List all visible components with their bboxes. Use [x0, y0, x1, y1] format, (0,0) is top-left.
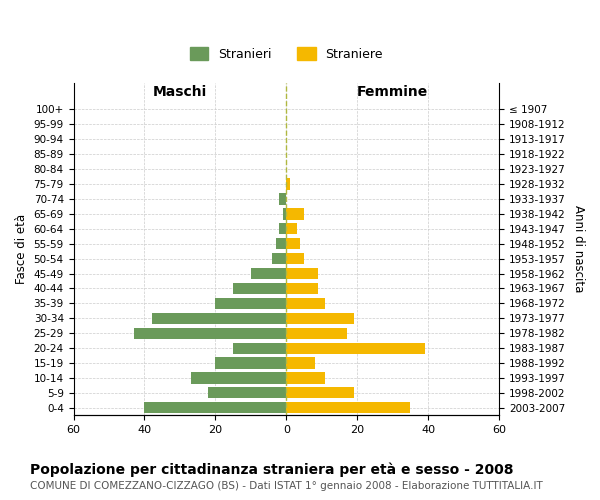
- Bar: [134, 328, 286, 339]
- Bar: [283, 208, 286, 220]
- Y-axis label: Fasce di età: Fasce di età: [15, 214, 28, 284]
- Bar: [286, 268, 318, 279]
- Text: COMUNE DI COMEZZANO-CIZZAGO (BS) - Dati ISTAT 1° gennaio 2008 - Elaborazione TUT: COMUNE DI COMEZZANO-CIZZAGO (BS) - Dati …: [30, 481, 543, 491]
- Bar: [233, 342, 286, 353]
- Bar: [286, 238, 301, 250]
- Bar: [191, 372, 286, 384]
- Bar: [286, 223, 297, 234]
- Text: Popolazione per cittadinanza straniera per età e sesso - 2008: Popolazione per cittadinanza straniera p…: [30, 462, 514, 477]
- Bar: [233, 283, 286, 294]
- Bar: [279, 194, 286, 204]
- Bar: [152, 312, 286, 324]
- Legend: Stranieri, Straniere: Stranieri, Straniere: [185, 42, 388, 66]
- Bar: [286, 298, 325, 309]
- Bar: [208, 388, 286, 398]
- Bar: [215, 358, 286, 368]
- Bar: [286, 372, 325, 384]
- Bar: [286, 283, 318, 294]
- Bar: [275, 238, 286, 250]
- Bar: [286, 178, 290, 190]
- Bar: [286, 253, 304, 264]
- Bar: [286, 208, 304, 220]
- Bar: [286, 402, 410, 413]
- Y-axis label: Anni di nascita: Anni di nascita: [572, 206, 585, 292]
- Bar: [286, 328, 347, 339]
- Text: Maschi: Maschi: [153, 84, 207, 98]
- Bar: [286, 388, 353, 398]
- Bar: [286, 342, 425, 353]
- Bar: [272, 253, 286, 264]
- Bar: [279, 223, 286, 234]
- Bar: [145, 402, 286, 413]
- Text: Femmine: Femmine: [357, 84, 428, 98]
- Bar: [215, 298, 286, 309]
- Bar: [286, 312, 353, 324]
- Bar: [286, 358, 314, 368]
- Bar: [251, 268, 286, 279]
